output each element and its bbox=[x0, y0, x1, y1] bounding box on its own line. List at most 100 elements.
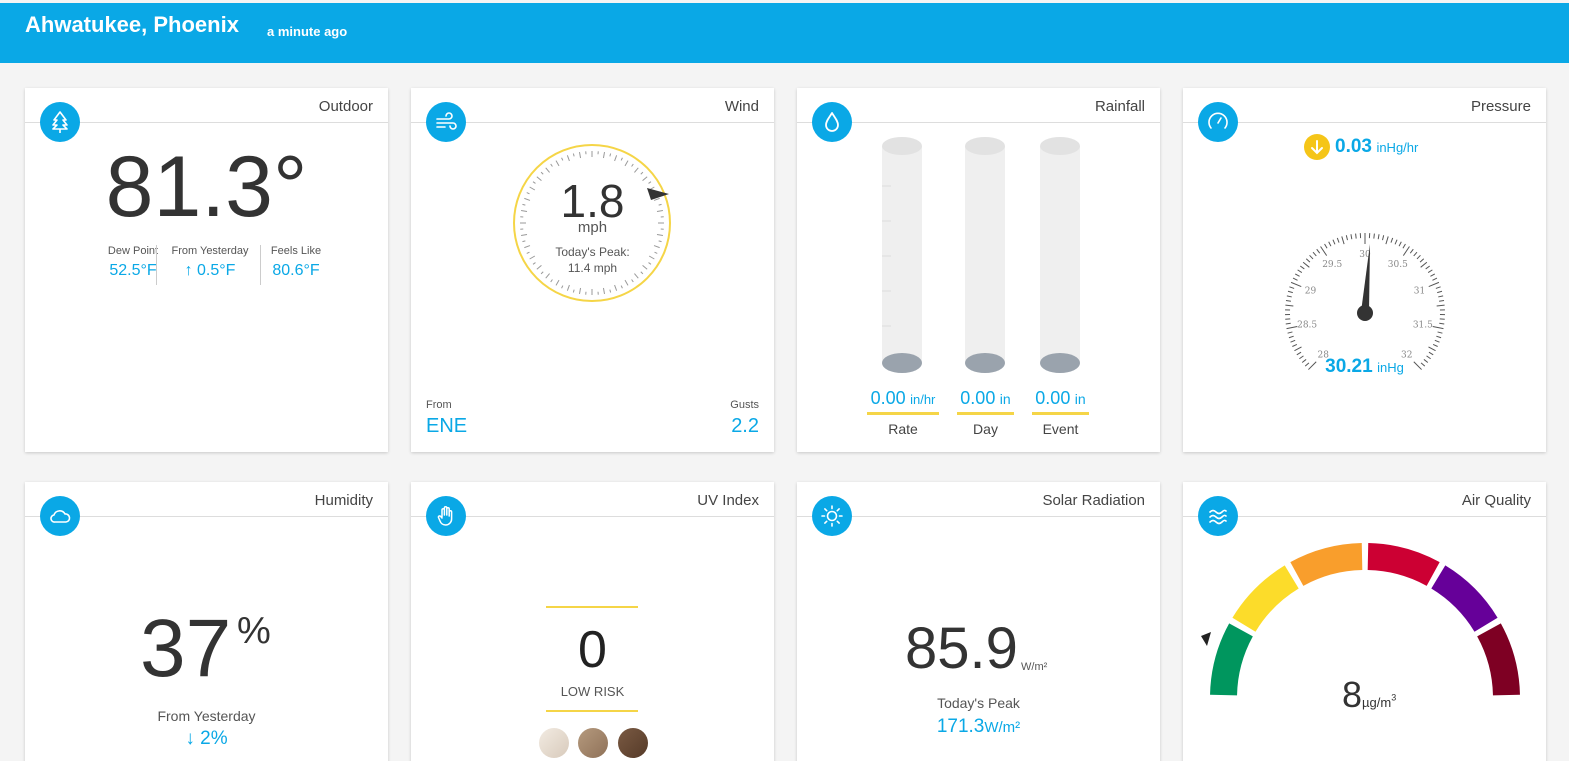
pressure-tile[interactable]: Pressure 0.03 inHg/hr 28 28.5 29 29.5 30 30.5… bbox=[1183, 88, 1546, 452]
pressure-trend-value: 0.03 bbox=[1335, 136, 1372, 157]
wind-gusts-label: Gusts bbox=[730, 399, 759, 411]
pressure-tick bbox=[1296, 351, 1302, 356]
aqi-segment-good bbox=[1210, 623, 1253, 696]
compass-tick bbox=[620, 157, 623, 161]
compass-tick bbox=[540, 271, 544, 275]
rain-event-value: 0.00 bbox=[1035, 388, 1071, 408]
pressure-tick bbox=[1420, 362, 1426, 367]
pressure-tick bbox=[1290, 339, 1296, 343]
wind-tile[interactable]: Wind 1.8 mph Today's Peak: 11.4 mph From… bbox=[411, 88, 774, 452]
pressure-tick bbox=[1413, 251, 1418, 257]
humidity-tile[interactable]: Humidity 37 % From Yesterday ↓ 2% bbox=[25, 482, 388, 761]
compass-tick bbox=[620, 285, 623, 289]
compass-tick bbox=[653, 197, 660, 201]
compass-tick bbox=[529, 186, 536, 191]
feels-like-label: Feels Like bbox=[270, 245, 322, 257]
compass-tick bbox=[532, 262, 536, 265]
compass-tick bbox=[526, 192, 530, 195]
pressure-tick bbox=[1299, 355, 1304, 360]
compass-tick bbox=[522, 203, 526, 206]
wind-unit: mph bbox=[577, 219, 608, 236]
event-tube bbox=[1040, 137, 1080, 373]
hand-icon bbox=[426, 496, 466, 536]
rainfall-tile[interactable]: Rainfall 0.00 in/hr Rate 0.00 in Day 0 bbox=[797, 88, 1160, 452]
pressure-tick bbox=[1426, 355, 1431, 360]
compass-tick bbox=[524, 197, 531, 201]
pressure-dial-label: 29.5 bbox=[1322, 260, 1342, 270]
rain-rate: 0.00 in/hr Rate bbox=[867, 388, 939, 437]
feels-like-stat: Feels Like 80.6°F bbox=[261, 245, 331, 280]
pressure-tick bbox=[1439, 322, 1445, 325]
compass-tick bbox=[545, 273, 550, 279]
uv-title: UV Index bbox=[697, 492, 759, 509]
solar-radiation-tile[interactable]: Solar Radiation 85.9 W/m² Today's Peak 1… bbox=[797, 482, 1160, 761]
outdoor-title: Outdoor bbox=[318, 98, 373, 115]
pressure-reading: 30.21 inHg bbox=[1183, 356, 1546, 378]
wind-speed: 1.8 bbox=[560, 175, 625, 227]
humidity-from-value: ↓ 2% bbox=[185, 728, 228, 749]
compass-tick bbox=[653, 245, 660, 249]
cloud-icon bbox=[40, 496, 80, 536]
rain-day: 0.00 in Day bbox=[957, 388, 1014, 437]
compass-tick bbox=[609, 289, 612, 293]
rate-tube bbox=[882, 137, 922, 373]
pressure-tick bbox=[1402, 243, 1406, 249]
skin-tone-light bbox=[539, 728, 569, 758]
outdoor-tile[interactable]: Outdoor 81.3° Dew Point 52.5°F From Yest… bbox=[25, 88, 388, 452]
rain-rate-unit: in/hr bbox=[910, 392, 936, 407]
compass-tick bbox=[634, 167, 639, 173]
pressure-tick bbox=[1305, 258, 1311, 263]
header-bar: Ahwatukee, Phoenix a minute ago bbox=[0, 3, 1569, 63]
pressure-tick bbox=[1294, 273, 1300, 277]
pressure-tick bbox=[1287, 331, 1293, 334]
compass-tick bbox=[529, 255, 536, 260]
pressure-tick bbox=[1437, 331, 1443, 334]
pressure-trend-unit: inHg/hr bbox=[1376, 140, 1419, 155]
pressure-tick bbox=[1434, 339, 1440, 343]
pressure-title: Pressure bbox=[1470, 98, 1531, 115]
pressure-tick bbox=[1286, 325, 1298, 330]
pressure-tick bbox=[1287, 290, 1293, 294]
wind-peak-value: 11.4 mph bbox=[567, 261, 618, 275]
pressure-tick bbox=[1309, 254, 1314, 260]
compass-tick bbox=[648, 255, 655, 260]
pressure-tick bbox=[1428, 346, 1436, 352]
uv-index-tile[interactable]: UV Index 0 LOW RISK bbox=[411, 482, 774, 761]
pressure-tick bbox=[1316, 248, 1321, 254]
compass-tick bbox=[602, 287, 605, 294]
rain-event-unit: in bbox=[1074, 391, 1086, 407]
pressure-needle bbox=[1361, 244, 1370, 312]
rain-day-label: Day bbox=[973, 421, 998, 437]
compass-tick bbox=[624, 160, 629, 167]
compass-tick bbox=[602, 152, 605, 159]
compass-tick bbox=[658, 240, 662, 243]
aqi-segment-usg bbox=[1290, 543, 1363, 586]
outdoor-temperature: 81.3° bbox=[105, 139, 308, 235]
pressure-tick bbox=[1423, 359, 1429, 363]
uv-top-line bbox=[546, 606, 638, 608]
compass-tick bbox=[631, 279, 634, 283]
uv-value: 0 bbox=[578, 621, 607, 679]
compass-tick bbox=[522, 240, 526, 243]
dew-point-value: 52.5°F bbox=[109, 262, 157, 279]
pressure-tick bbox=[1436, 335, 1442, 339]
pressure-tick bbox=[1432, 343, 1438, 347]
tile-divider bbox=[1183, 516, 1546, 517]
air-quality-unit: µg/m bbox=[1362, 695, 1392, 710]
pressure-needle-hub bbox=[1357, 305, 1373, 321]
compass-tick bbox=[656, 233, 663, 236]
wind-icon bbox=[426, 102, 466, 142]
compass-tick bbox=[579, 152, 582, 159]
pressure-tick bbox=[1285, 299, 1292, 302]
dew-point-stat: Dew Point 52.5°F bbox=[89, 245, 177, 280]
compass-tick bbox=[545, 167, 550, 173]
air-quality-tile[interactable]: Air Quality 8µg/m3 bbox=[1183, 482, 1546, 761]
uv-bottom-line bbox=[546, 710, 638, 712]
pressure-tick bbox=[1436, 304, 1445, 307]
feels-like-value: 80.6°F bbox=[272, 262, 320, 279]
compass-tick bbox=[521, 233, 528, 236]
compass-tick bbox=[640, 271, 644, 275]
pressure-trend-icon bbox=[1304, 134, 1330, 160]
pressure-dial-label: 30 bbox=[1359, 250, 1371, 260]
pressure-tick bbox=[1324, 243, 1328, 249]
